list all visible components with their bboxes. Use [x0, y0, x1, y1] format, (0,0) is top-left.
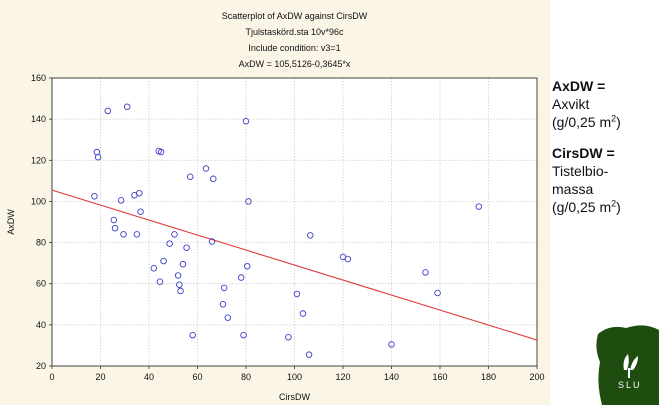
data-point — [224, 314, 232, 321]
data-point — [157, 148, 165, 156]
data-point — [156, 278, 164, 285]
logo-text: SLU — [618, 380, 642, 390]
data-point — [177, 287, 184, 295]
x-tick-label: 40 — [144, 372, 154, 382]
data-point — [219, 301, 227, 308]
data-point — [208, 238, 216, 245]
axdw-term: AxDW = — [552, 78, 606, 94]
chart-title-line-1: Tjulstaskörd.sta 10v*96c — [245, 27, 344, 37]
data-point — [104, 107, 112, 115]
cirsdw-desc-1: Tistelbio- — [552, 163, 609, 179]
x-tick-label: 140 — [384, 372, 399, 382]
data-point — [136, 189, 143, 197]
y-tick-label: 40 — [36, 320, 46, 330]
chart-title-line-2: Include condition: v3=1 — [248, 43, 340, 53]
data-point — [299, 310, 307, 317]
regression-line — [51, 189, 538, 341]
data-point — [210, 175, 217, 183]
data-point — [434, 289, 441, 297]
data-point — [110, 216, 118, 224]
data-point — [117, 197, 125, 204]
data-point — [243, 262, 251, 270]
data-point — [111, 224, 119, 232]
chart-panel: Scatterplot of AxDW against CirsDW Tjulst… — [0, 0, 550, 405]
data-point — [171, 231, 178, 238]
data-point — [123, 103, 131, 111]
data-point — [120, 231, 127, 238]
data-point — [91, 193, 98, 200]
data-point — [344, 255, 352, 263]
axdw-unit: (g/0,25 m2) — [552, 113, 621, 130]
y-tick-label: 80 — [36, 238, 46, 248]
data-point — [150, 265, 158, 272]
axdw-desc: Axvikt — [552, 96, 590, 112]
x-axis-label: CirsDW — [279, 392, 310, 402]
data-point — [166, 240, 173, 247]
data-point — [183, 244, 190, 251]
data-point — [237, 274, 245, 281]
data-point — [176, 281, 183, 288]
y-tick-label: 20 — [36, 361, 46, 371]
data-point — [242, 117, 250, 125]
x-tick-label: 180 — [481, 372, 496, 382]
slu-logo: SLU — [596, 325, 659, 405]
data-point — [240, 331, 247, 339]
x-tick-label: 60 — [192, 372, 202, 382]
definitions-panel: AxDW = Axvikt (g/0,25 m2) CirsDW = Tiste… — [552, 78, 659, 216]
plot-frame — [51, 77, 538, 367]
data-point — [293, 290, 301, 298]
x-tick-label: 0 — [49, 372, 54, 382]
x-tick-label: 80 — [241, 372, 251, 382]
data-point — [174, 272, 182, 279]
data-point — [245, 198, 252, 205]
x-tick-label: 120 — [335, 372, 350, 382]
data-point — [202, 165, 210, 172]
scatter-chart: Scatterplot of AxDW against CirsDW Tjulst… — [6, 11, 545, 402]
y-tick-label: 60 — [36, 279, 46, 289]
data-point — [94, 153, 102, 161]
data-point — [422, 269, 429, 276]
data-point — [388, 341, 395, 348]
cirsdw-unit: (g/0,25 m2) — [552, 198, 621, 215]
data-point — [220, 284, 228, 292]
chart-title-line-3: AxDW = 105,5126-0,3645*x — [239, 59, 351, 69]
y-tick-label: 100 — [31, 196, 46, 206]
chart-title-line-0: Scatterplot of AxDW against CirsDW — [222, 11, 368, 21]
x-tick-label: 100 — [287, 372, 302, 382]
data-point — [133, 231, 141, 238]
x-tick-label: 200 — [529, 372, 544, 382]
y-axis-label: AxDW — [6, 209, 16, 235]
data-point — [189, 331, 196, 339]
data-point — [137, 208, 144, 215]
data-point — [475, 203, 483, 210]
cirsdw-desc-2: massa — [552, 181, 594, 197]
data-point — [305, 351, 313, 358]
y-tick-label: 140 — [31, 114, 46, 124]
y-tick-label: 160 — [31, 73, 46, 83]
data-point — [285, 333, 292, 341]
data-point — [160, 257, 167, 265]
x-tick-label: 20 — [95, 372, 105, 382]
data-point — [179, 260, 187, 268]
data-point — [307, 232, 314, 239]
y-tick-label: 120 — [31, 155, 46, 165]
cirsdw-term: CirsDW = — [552, 145, 615, 161]
x-tick-label: 160 — [432, 372, 447, 382]
data-point — [186, 173, 194, 180]
